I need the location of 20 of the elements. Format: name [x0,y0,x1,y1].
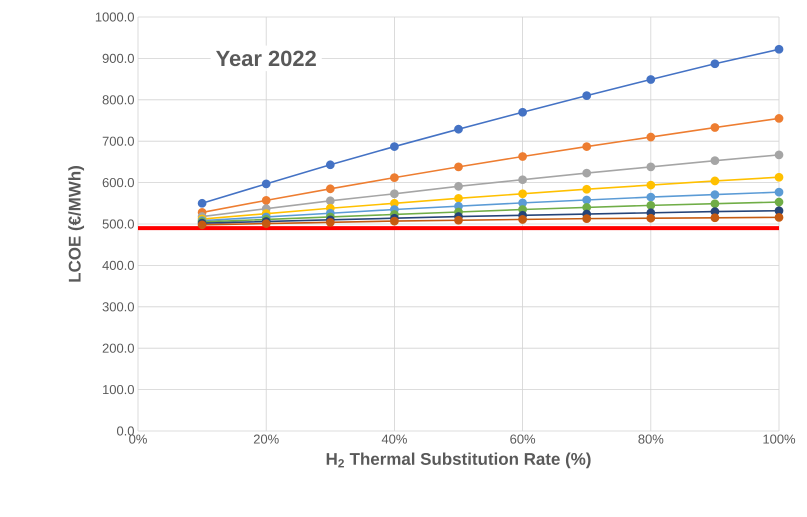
x-tick-label: 0% [129,434,147,444]
y-tick-label: 800.0 [102,95,134,104]
y-tick-label: 200.0 [102,344,134,353]
y-tick-label: 700.0 [102,136,134,146]
x-tick-label: 100% [763,434,796,444]
text: Year 2022 [216,50,316,66]
y-tick-label: 0.0 [116,426,134,436]
y-tick-label: 900.0 [102,54,134,63]
y-tick-label: 300.0 [102,302,134,312]
y-axis-title: LCOE (€/MWh) [68,166,84,282]
x-tick-label: 80% [638,434,664,444]
x-tick-label: 40% [382,434,407,444]
y-tick-label: 400.0 [102,260,134,270]
x-tick-label: 60% [510,434,536,444]
y-tick-label: 1000.0 [96,12,134,22]
y-tick-label: 100.0 [103,385,134,394]
x-tick-label: 20% [254,434,279,444]
y-tick-label: 500.0 [102,219,134,229]
x-axis-title: H$_{2}$ Thermal Substitution Rate (%) [326,452,591,468]
y-tick-label: 600.0 [102,178,134,188]
